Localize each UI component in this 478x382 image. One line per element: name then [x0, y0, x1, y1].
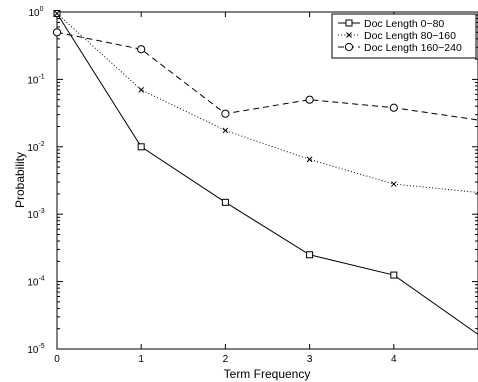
marker-x [306, 156, 313, 163]
marker-x [54, 10, 60, 17]
plot-area [56, 11, 478, 350]
y-tick-label: 100 [28, 6, 43, 19]
y-tick-exponent: -3 [38, 208, 44, 215]
legend-label: Doc Length 80−160 [364, 30, 456, 42]
legend-label: Doc Length 0−80 [364, 18, 444, 30]
marker-x [346, 32, 352, 38]
y-tick-label: 10-5 [27, 343, 44, 356]
marker-x-stroke [222, 127, 229, 134]
marker-x-stroke [54, 10, 60, 17]
marker-square [390, 271, 398, 279]
y-tick-base: 10 [27, 345, 39, 356]
marker-circle [305, 95, 314, 104]
marker-circle [137, 45, 146, 54]
marker-circle [389, 103, 398, 112]
y-tick-exponent: -2 [38, 141, 44, 148]
marker-square [306, 251, 314, 259]
y-tick-base: 10 [28, 8, 40, 19]
x-tick-label: 2 [223, 354, 229, 365]
marker-x-stroke [390, 181, 397, 187]
y-tick-label: 10-4 [27, 276, 44, 289]
marker-square [221, 198, 229, 206]
y-tick-base: 10 [27, 143, 39, 154]
x-axis: 0 1 2 3 4 [54, 12, 397, 365]
legend-box [331, 13, 477, 59]
marker-x [390, 181, 397, 187]
marker-x-stroke [138, 86, 145, 93]
y-tick-label: 10-3 [27, 208, 44, 221]
y-tick-exponent: -4 [38, 276, 44, 283]
marker-x-stroke [346, 32, 352, 38]
series-lines [56, 13, 478, 335]
legend-item: Doc Length 0−80 [338, 18, 444, 30]
x-tick-label: 3 [307, 354, 313, 365]
marker-x [138, 86, 145, 93]
y-tick-base: 10 [27, 210, 39, 221]
y-tick-exponent: -1 [38, 73, 44, 80]
x-tick-label: 0 [54, 354, 60, 365]
y-tick-exponent: -5 [38, 343, 44, 350]
x-tick-label: 1 [138, 354, 144, 365]
legend-item: Doc Length 80−160 [338, 30, 456, 42]
marker-x-stroke [306, 156, 313, 163]
plot-frame [56, 11, 478, 350]
series-line [56, 13, 478, 335]
marker-circle [344, 42, 354, 52]
series-markers [52, 10, 398, 279]
y-tick-label: 10-2 [27, 141, 44, 154]
y-tick-base: 10 [27, 75, 39, 86]
y-axis-title: Probability [13, 152, 27, 208]
marker-circle [52, 28, 62, 37]
y-tick-label: 10-1 [27, 73, 44, 86]
legend-item: Doc Length 160−240 [338, 42, 462, 54]
y-tick-exponent: 0 [40, 6, 44, 13]
marker-square [137, 143, 145, 151]
marker-x [222, 127, 229, 134]
marker-circle [221, 109, 230, 118]
legend-label: Doc Length 160−240 [364, 42, 462, 54]
marker-square [345, 19, 353, 27]
x-axis-title: Term Frequency [224, 367, 311, 381]
y-tick-base: 10 [27, 278, 39, 289]
series-line [56, 31, 478, 121]
x-tick-label: 4 [391, 354, 397, 365]
